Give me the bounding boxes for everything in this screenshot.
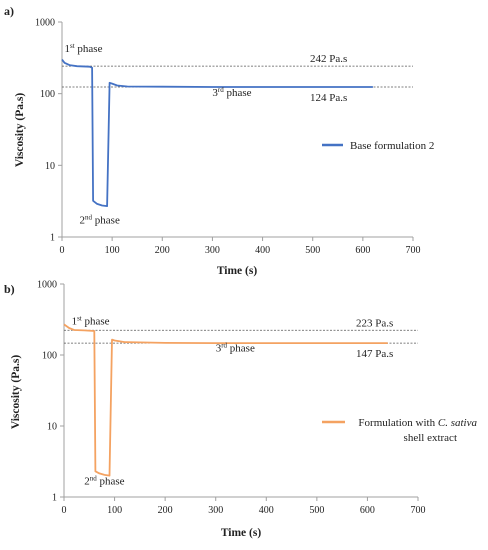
x-axis-title: Time (s) bbox=[217, 265, 258, 277]
reference-line-label: 124 Pa.s bbox=[310, 92, 347, 104]
x-tick-label: 0 bbox=[60, 245, 65, 256]
x-tick-label: 100 bbox=[105, 245, 120, 256]
series-line bbox=[63, 323, 388, 477]
phase-annotation: 1st phase bbox=[72, 314, 110, 327]
x-tick-label: 600 bbox=[355, 245, 370, 256]
panel-label: a) bbox=[4, 4, 14, 18]
y-tick-label: 10 bbox=[45, 161, 55, 172]
phase-annotation: 1st phase bbox=[65, 42, 103, 55]
x-tick-label: 0 bbox=[62, 505, 67, 516]
x-tick-label: 400 bbox=[255, 245, 270, 256]
y-axis-title: Viscosity (Pa.s) bbox=[14, 93, 26, 167]
chart-panel-1: a) 1 10 100 1000 0 100 200 300 400 500 600 700 Time (… bbox=[4, 4, 434, 277]
x-tick-label: 400 bbox=[259, 505, 274, 516]
y-tick-label: 100 bbox=[42, 351, 57, 362]
legend-label: Base formulation 2 bbox=[350, 140, 434, 152]
panel-label: b) bbox=[4, 282, 15, 296]
y-axis-title: Viscosity (Pa.s) bbox=[10, 355, 22, 429]
x-tick-label: 300 bbox=[208, 505, 223, 516]
phase-annotation: 2nd phase bbox=[80, 213, 120, 226]
y-tick-label: 1 bbox=[52, 493, 57, 504]
x-tick-label: 600 bbox=[360, 505, 375, 516]
x-tick-label: 700 bbox=[406, 245, 421, 256]
x-tick-label: 200 bbox=[158, 505, 173, 516]
x-tick-label: 200 bbox=[155, 245, 170, 256]
chart-panel-2: b) 1 10 100 1000 0 100 200 300 400 500 600 700 Time (… bbox=[4, 280, 477, 540]
x-tick-label: 500 bbox=[305, 245, 320, 256]
legend-label: Formulation with C. sativa shell extract bbox=[358, 417, 477, 444]
y-tick-label: 10 bbox=[47, 422, 57, 433]
reference-line-label: 147 Pa.s bbox=[356, 348, 393, 360]
y-tick-label: 1000 bbox=[35, 18, 55, 29]
y-tick-label: 1 bbox=[50, 233, 55, 244]
y-tick-label: 1000 bbox=[37, 280, 57, 291]
x-tick-label: 300 bbox=[205, 245, 220, 256]
phase-annotation: 3rd phase bbox=[212, 86, 251, 99]
series-line bbox=[61, 58, 373, 208]
phase-annotation: 3rd phase bbox=[216, 342, 255, 355]
x-tick-label: 100 bbox=[107, 505, 122, 516]
x-tick-label: 700 bbox=[411, 505, 426, 516]
reference-line-label: 242 Pa.s bbox=[310, 53, 347, 65]
reference-line-label: 223 Pa.s bbox=[356, 317, 393, 329]
x-tick-label: 500 bbox=[309, 505, 324, 516]
x-axis-title: Time (s) bbox=[221, 527, 262, 539]
phase-annotation: 2nd phase bbox=[84, 474, 124, 487]
y-tick-label: 100 bbox=[40, 89, 55, 100]
